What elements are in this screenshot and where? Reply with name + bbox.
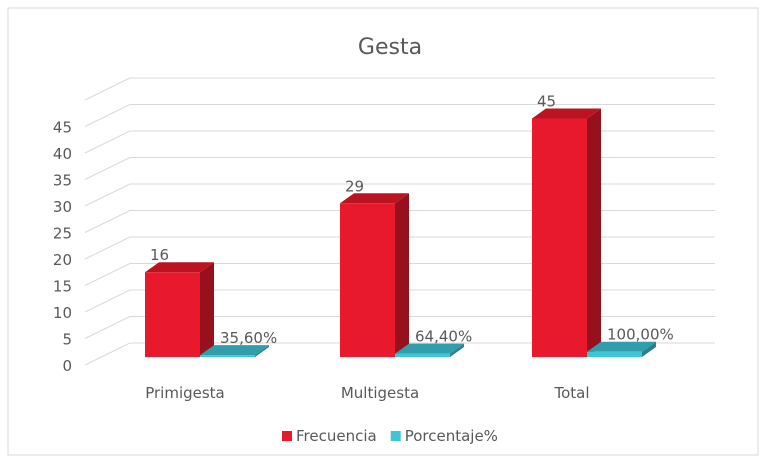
- data-label: 64,40%: [415, 328, 472, 346]
- bar-side: [642, 341, 656, 357]
- y-tick-label: 0: [62, 357, 72, 375]
- y-tick-label: 10: [53, 304, 72, 322]
- data-label: 16: [150, 246, 169, 264]
- grid-line: [84, 104, 715, 127]
- bar-front: [145, 272, 200, 357]
- bar-side: [200, 262, 214, 357]
- y-tick-label: 35: [53, 172, 72, 190]
- bar: [145, 262, 214, 357]
- grid-line: [84, 289, 715, 313]
- y-tick-label: 15: [53, 278, 72, 296]
- bar: [395, 343, 464, 357]
- grid-line: [84, 342, 715, 366]
- grid-line: [84, 77, 715, 101]
- y-tick-label: 45: [53, 119, 72, 137]
- grid-line: [84, 210, 715, 233]
- bar-front: [587, 351, 642, 357]
- bar-front: [532, 118, 587, 357]
- bar-front: [200, 355, 255, 357]
- bar-side: [587, 108, 601, 357]
- data-label: 45: [537, 93, 556, 111]
- chart-title: Gesta: [358, 35, 422, 60]
- bar-front: [340, 203, 395, 357]
- bar: [340, 193, 409, 357]
- grid-line: [84, 130, 715, 154]
- y-tick-label: 5: [62, 331, 72, 349]
- data-label: 35,60%: [220, 329, 277, 347]
- bar-side: [450, 343, 464, 357]
- grid-line: [84, 316, 715, 339]
- legend-label: Porcentaje%: [405, 427, 498, 445]
- grid-line: [84, 236, 715, 260]
- y-tick-label: 20: [53, 251, 72, 269]
- bar-front: [395, 353, 450, 357]
- bar-side: [255, 345, 269, 357]
- y-tick-label: 25: [53, 225, 72, 243]
- grid-line: [84, 263, 715, 286]
- data-label: 29: [345, 177, 364, 195]
- bar-top: [395, 343, 464, 354]
- bar-top: [340, 193, 409, 204]
- data-label: 100,00%: [607, 326, 674, 344]
- bar-top: [145, 262, 214, 273]
- legend-swatch: [282, 431, 292, 441]
- x-tick-label: Total: [553, 384, 589, 402]
- bar-side: [395, 193, 409, 357]
- grid-line: [84, 183, 715, 207]
- bar-top: [587, 341, 656, 352]
- x-tick-label: Primigesta: [145, 384, 225, 402]
- legend-label: Frecuencia: [296, 427, 377, 445]
- bar-top: [200, 345, 269, 356]
- x-tick-label: Multigesta: [341, 384, 419, 402]
- grid-line: [84, 157, 715, 180]
- bar-top: [532, 108, 601, 119]
- y-tick-label: 30: [53, 198, 72, 216]
- bar: [200, 345, 269, 357]
- bar: [587, 341, 656, 357]
- legend-swatch: [390, 431, 401, 441]
- y-tick-label: 40: [53, 145, 72, 163]
- bar: [532, 108, 601, 357]
